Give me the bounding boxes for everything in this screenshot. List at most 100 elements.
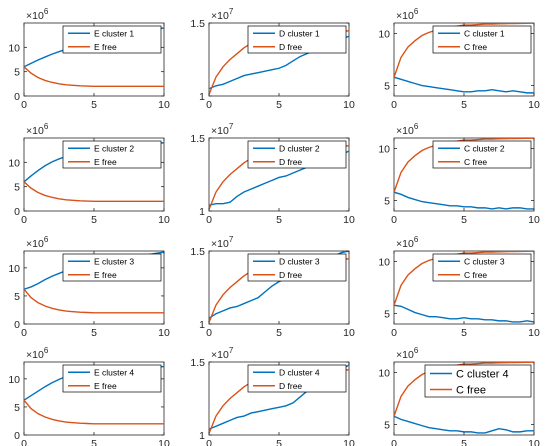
x-tick-label: 10 — [528, 327, 540, 339]
y-tick-label: 1 — [199, 319, 205, 331]
exponent-base: ×10 — [211, 349, 229, 361]
exponent-label: ×106 — [26, 122, 49, 137]
legend-label: D free — [279, 270, 302, 280]
exponent-label: ×106 — [26, 7, 49, 22]
exponent-label: ×106 — [26, 346, 49, 361]
subplot-r4c1: 0 5 10 0 5 10 ×106 E cluster 4 E free — [8, 346, 170, 446]
x-tick-label: 10 — [158, 327, 170, 339]
legend-box — [247, 253, 347, 282]
legend-label: C free — [464, 42, 487, 52]
series-line-free — [24, 66, 164, 87]
legend: C cluster 2 C free — [432, 140, 532, 169]
x-tick-label: 5 — [276, 438, 282, 446]
y-tick-label: 1 — [199, 430, 205, 442]
x-tick-label: 0 — [391, 438, 397, 446]
legend: D cluster 3 D free — [247, 253, 347, 282]
exponent-power: 6 — [44, 7, 49, 16]
exponent-power: 6 — [44, 122, 49, 131]
y-tick-label: 0 — [14, 91, 20, 103]
x-tick-label: 5 — [91, 99, 97, 111]
legend-box — [247, 25, 347, 54]
legend: D cluster 1 D free — [247, 25, 347, 54]
y-tick-label: 1.5 — [190, 133, 205, 145]
legend-box — [62, 25, 162, 54]
x-tick-label: 0 — [206, 438, 212, 446]
exponent-power: 6 — [414, 122, 419, 131]
x-tick-label: 10 — [528, 99, 540, 111]
exponent-power: 7 — [229, 7, 234, 16]
legend: D cluster 2 D free — [247, 140, 347, 169]
series-line-cluster — [394, 76, 534, 94]
exponent-base: ×10 — [26, 238, 44, 250]
x-tick-label: 0 — [391, 214, 397, 226]
exponent-base: ×10 — [396, 125, 414, 137]
legend-box — [62, 140, 162, 169]
y-tick-label: 10 — [8, 263, 20, 275]
y-tick-label: 10 — [378, 143, 390, 155]
exponent-base: ×10 — [211, 238, 229, 250]
legend: C cluster 3 C free — [432, 253, 532, 282]
subplot-r1c1: 0 5 10 0 5 10 ×106 E cluster 1 E free — [8, 7, 170, 111]
y-tick-label: 5 — [14, 402, 20, 414]
legend: E cluster 1 E free — [62, 25, 162, 54]
exponent-base: ×10 — [26, 349, 44, 361]
exponent-base: ×10 — [26, 10, 44, 22]
legend: C cluster 4 C free — [424, 364, 532, 398]
legend-box — [432, 140, 532, 169]
series-line-free — [24, 399, 164, 425]
legend-label: C cluster 1 — [464, 28, 505, 38]
x-tick-label: 0 — [21, 327, 27, 339]
y-tick-label: 0 — [14, 319, 20, 331]
x-tick-label: 10 — [343, 99, 355, 111]
y-tick-label: 1.5 — [190, 246, 205, 258]
y-tick-label: 5 — [384, 81, 390, 93]
exponent-power: 7 — [229, 235, 234, 244]
x-tick-label: 10 — [528, 438, 540, 446]
legend: E cluster 3 E free — [62, 253, 162, 282]
subplot-r3c1: 0 5 10 0 5 10 ×106 E cluster 3 E free — [8, 235, 170, 339]
x-tick-label: 5 — [276, 214, 282, 226]
exponent-base: ×10 — [211, 125, 229, 137]
exponent-power: 7 — [229, 122, 234, 131]
x-tick-label: 10 — [158, 214, 170, 226]
y-tick-label: 10 — [8, 42, 20, 54]
x-tick-label: 10 — [343, 327, 355, 339]
y-tick-label: 1.5 — [190, 357, 205, 369]
exponent-label: ×106 — [26, 235, 49, 250]
legend: E cluster 2 E free — [62, 140, 162, 169]
x-tick-label: 0 — [391, 327, 397, 339]
y-tick-label: 10 — [8, 157, 20, 169]
x-tick-label: 5 — [461, 99, 467, 111]
y-tick-label: 5 — [384, 420, 390, 432]
series-line-free — [24, 288, 164, 314]
legend-box — [424, 364, 532, 398]
exponent-label: ×107 — [211, 122, 234, 137]
subplot-r2c1: 0 5 10 0 5 10 ×106 E cluster 2 E free — [8, 122, 170, 226]
subplot-r1c2: 0 5 10 1 1.5 ×107 D cluster 1 D free — [190, 7, 355, 111]
x-tick-label: 5 — [91, 327, 97, 339]
legend-label: D cluster 4 — [279, 367, 320, 377]
legend-label: D free — [279, 381, 302, 391]
legend-label: E free — [94, 270, 117, 280]
y-tick-label: 0 — [14, 430, 20, 442]
subplot-r4c2: 0 5 10 1 1.5 ×107 D cluster 4 D free — [190, 346, 355, 446]
legend-label: E free — [94, 42, 117, 52]
y-tick-label: 5 — [14, 291, 20, 303]
exponent-power: 6 — [414, 346, 419, 355]
exponent-power: 6 — [44, 346, 49, 355]
y-tick-label: 1 — [199, 206, 205, 218]
exponent-base: ×10 — [396, 10, 414, 22]
legend-label: E cluster 3 — [94, 256, 134, 266]
x-tick-label: 0 — [21, 214, 27, 226]
legend-label: D cluster 1 — [279, 28, 320, 38]
legend-label: E cluster 4 — [94, 367, 134, 377]
x-tick-label: 0 — [391, 99, 397, 111]
series-line-cluster — [394, 304, 534, 323]
exponent-label: ×106 — [396, 346, 419, 361]
y-tick-label: 10 — [378, 28, 390, 40]
y-tick-label: 10 — [8, 374, 20, 386]
exponent-base: ×10 — [26, 125, 44, 137]
